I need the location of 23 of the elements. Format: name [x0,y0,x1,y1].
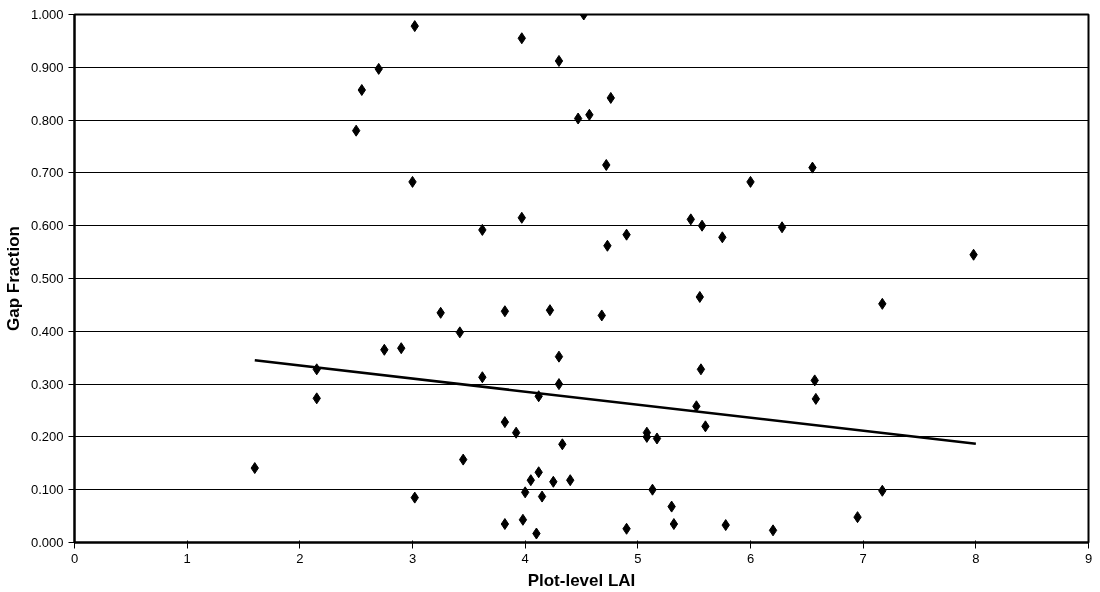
y-tick-label: 0.200 [30,429,64,445]
x-tick-label: 7 [859,550,867,566]
x-axis-title: Plot-level LAI [527,570,636,590]
x-tick-label: 9 [1084,550,1093,566]
x-tick-label: 5 [634,550,642,566]
x-tick-label: 6 [746,550,755,566]
x-tick-label: 8 [972,550,980,566]
y-axis-title: Gap Fraction [3,226,23,331]
y-tick-label: 0.600 [30,218,64,234]
y-tick-label: 0.900 [30,59,64,75]
x-tick-label: 3 [408,550,417,566]
x-tick-label: 2 [296,550,304,566]
y-tick-label: 1.000 [30,7,64,22]
y-tick-label: 0.400 [30,323,64,339]
y-tick-label: 0.800 [30,112,64,128]
x-tick-label: 4 [521,550,529,566]
y-tick-label: 0.500 [30,271,64,286]
y-tick-label: 0.100 [30,482,64,498]
x-tick-label: 0 [70,550,79,566]
y-tick-label: 0.300 [30,376,64,392]
x-tick-label: 1 [183,550,191,566]
y-tick-label: 0.000 [30,535,64,550]
y-tick-label: 0.700 [30,165,64,181]
